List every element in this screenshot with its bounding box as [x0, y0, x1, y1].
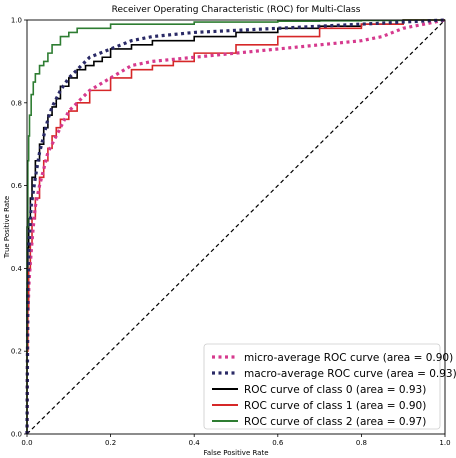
- legend: micro-average ROC curve (area = 0.90) mac…: [203, 343, 456, 430]
- series-line-3: [26, 19, 445, 434]
- legend-label-2: ROC curve of class 0 (area = 0.93): [244, 384, 426, 396]
- x-tick-label: 1.0: [439, 439, 450, 447]
- y-axis: 0.0 0.2 0.4 0.6 0.8 1.0: [11, 17, 27, 439]
- chance-diagonal-line: [26, 19, 446, 435]
- chart-title: Receiver Operating Characteristic (ROC) …: [112, 5, 361, 15]
- legend-box: [203, 343, 441, 430]
- x-tick-label: 0.8: [356, 439, 367, 447]
- x-tick-label: 0.6: [272, 439, 284, 447]
- series-line-2: [26, 19, 445, 434]
- series-line-0: [25, 18, 446, 435]
- y-tick-label: 0.4: [11, 265, 23, 273]
- y-tick-label: 0.2: [11, 348, 22, 356]
- y-tick-label: 1.0: [11, 17, 22, 25]
- legend-label-1: macro-average ROC curve (area = 0.93): [244, 368, 456, 380]
- legend-label-4: ROC curve of class 2 (area = 0.97): [244, 416, 426, 428]
- series-line-1: [25, 18, 446, 435]
- plot-frame: [26, 19, 446, 435]
- plot-area: [25, 18, 446, 435]
- y-tick-label: 0.0: [11, 431, 22, 439]
- x-axis-label: False Positive Rate: [203, 449, 268, 457]
- x-tick-label: 0.0: [21, 439, 32, 447]
- y-axis-label: True Positive Rate: [3, 196, 11, 259]
- series-line-4: [26, 19, 445, 434]
- legend-label-0: micro-average ROC curve (area = 0.90): [244, 352, 453, 364]
- y-tick-label: 0.6: [11, 182, 23, 190]
- legend-label-3: ROC curve of class 1 (area = 0.90): [244, 400, 426, 412]
- x-axis: 0.0 0.2 0.4 0.6 0.8 1.0: [21, 434, 451, 447]
- x-tick-label: 0.4: [189, 439, 201, 447]
- x-tick-label: 0.2: [105, 439, 116, 447]
- y-tick-label: 0.8: [11, 99, 22, 107]
